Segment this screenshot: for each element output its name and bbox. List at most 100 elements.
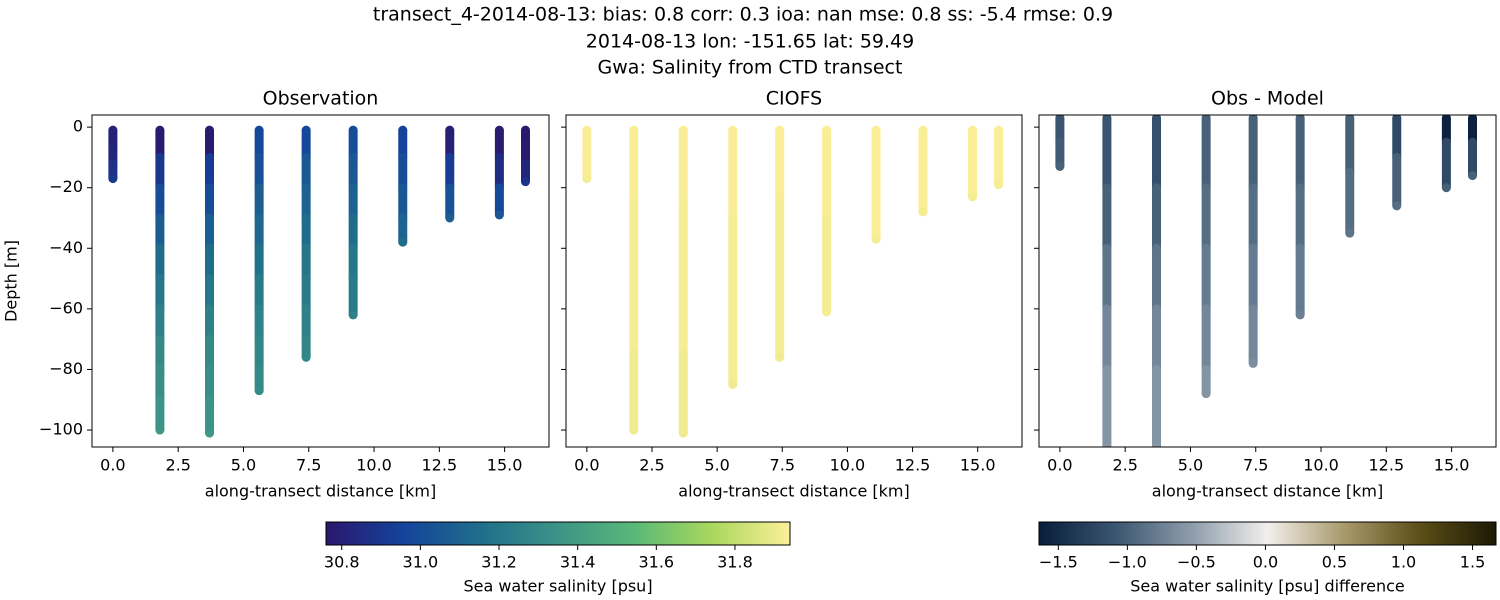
point xyxy=(1467,137,1477,147)
point-segment xyxy=(1248,187,1258,249)
point-segment xyxy=(822,217,832,312)
point xyxy=(1248,304,1258,314)
point-segment xyxy=(520,145,530,164)
point xyxy=(871,125,881,135)
x-tick-label: 15.0 xyxy=(960,456,996,475)
point xyxy=(775,274,785,284)
point xyxy=(994,180,1004,190)
y-axis-label: Depth [m] xyxy=(2,240,21,322)
point-segment xyxy=(994,157,1004,185)
axes-frame xyxy=(91,114,550,448)
point-segment xyxy=(822,130,832,218)
point xyxy=(1201,304,1211,314)
point xyxy=(155,274,165,284)
x-tick-label: 10.0 xyxy=(356,456,392,475)
x-tick-label: 0.0 xyxy=(574,456,599,475)
point xyxy=(629,198,639,208)
point xyxy=(1295,183,1305,193)
point xyxy=(775,352,785,362)
colorbar-tick-label: −1.0 xyxy=(1108,553,1147,572)
point xyxy=(678,349,688,359)
x-tick-label: 12.5 xyxy=(895,456,931,475)
point-segment xyxy=(348,248,358,279)
point xyxy=(1295,310,1305,320)
point xyxy=(1152,364,1162,374)
point-segment xyxy=(1201,369,1211,394)
point xyxy=(1102,364,1112,374)
point-segment xyxy=(629,202,639,279)
point xyxy=(205,334,215,344)
x-axis-label: along-transect distance [km] xyxy=(678,482,909,501)
point xyxy=(678,274,688,284)
point-segment xyxy=(155,157,165,188)
point xyxy=(1248,183,1258,193)
point xyxy=(871,183,881,193)
point-segment xyxy=(254,339,264,370)
point-segment xyxy=(967,130,977,164)
point-segment xyxy=(994,130,1004,158)
point xyxy=(582,125,592,135)
point xyxy=(1345,228,1355,238)
point xyxy=(1102,243,1112,253)
point xyxy=(301,334,311,344)
point-segment xyxy=(301,278,311,309)
point-segment xyxy=(1102,187,1112,249)
point xyxy=(254,183,264,193)
point-segment xyxy=(629,278,639,355)
x-tick-label: 2.5 xyxy=(639,456,664,475)
point-segment xyxy=(678,354,688,434)
x-tick-label: 7.5 xyxy=(770,456,795,475)
axes-frame xyxy=(565,114,1023,448)
point-segment xyxy=(348,278,358,315)
point-segment xyxy=(1467,118,1477,143)
point-segment xyxy=(1248,248,1258,309)
point xyxy=(1102,304,1112,314)
point xyxy=(108,158,118,168)
point-segment xyxy=(1152,187,1162,249)
point-segment xyxy=(775,278,785,358)
point-segment xyxy=(1102,118,1112,188)
point xyxy=(301,213,311,223)
point xyxy=(348,152,358,162)
point-segment xyxy=(205,278,215,309)
point xyxy=(155,125,165,135)
point xyxy=(155,213,165,223)
x-tick-label: 0.0 xyxy=(100,456,125,475)
point xyxy=(1248,358,1258,368)
point-segment xyxy=(348,130,358,158)
title-line: 2014-08-13 lon: -151.65 lat: 59.49 xyxy=(586,31,914,53)
point-segment xyxy=(678,202,688,279)
point xyxy=(1201,243,1211,253)
point-segment xyxy=(155,187,165,218)
point-segment xyxy=(155,308,165,340)
point-segment xyxy=(155,369,165,400)
point-segment xyxy=(582,154,592,179)
point-segment xyxy=(1441,142,1451,188)
point xyxy=(155,395,165,405)
x-tick-label: 0.0 xyxy=(1047,456,1072,475)
point xyxy=(918,207,928,217)
point xyxy=(445,183,455,193)
point xyxy=(254,334,264,344)
point-segment xyxy=(1201,118,1211,188)
point xyxy=(155,152,165,162)
x-tick-label: 5.0 xyxy=(231,456,256,475)
point xyxy=(1441,137,1451,147)
point-segment xyxy=(1055,142,1065,167)
point-segment xyxy=(301,130,311,158)
colorbar-tick-label: 0.5 xyxy=(1322,553,1347,572)
point xyxy=(918,125,928,135)
point-segment xyxy=(301,217,311,249)
point xyxy=(348,274,358,284)
point-segment xyxy=(254,248,264,279)
point xyxy=(205,125,215,135)
point xyxy=(994,125,1004,135)
point xyxy=(301,352,311,362)
point xyxy=(1201,183,1211,193)
x-axis-label: along-transect distance [km] xyxy=(1152,482,1383,501)
point-segment xyxy=(1345,118,1355,173)
point-segment xyxy=(520,130,530,146)
point-segment xyxy=(254,308,264,340)
point-segment xyxy=(205,187,215,218)
colorbar-tick-label: −0.5 xyxy=(1177,553,1216,572)
